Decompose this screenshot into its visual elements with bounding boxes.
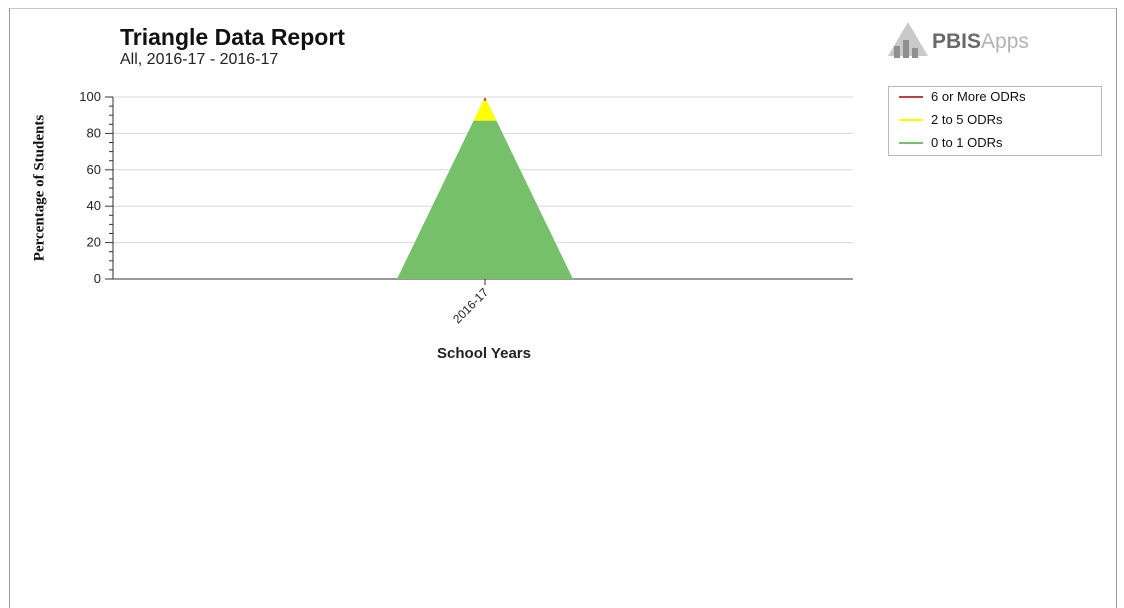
y-tick-label: 20: [87, 235, 101, 250]
x-tick-label: 2016-17: [450, 285, 491, 326]
x-axis-label: School Years: [437, 345, 531, 362]
triangle-segment-6-or-more-odrs: [483, 97, 487, 101]
y-tick-label: 0: [94, 271, 101, 286]
y-tick-label: 60: [87, 162, 101, 177]
legend-swatch: [899, 119, 923, 121]
legend-label: 0 to 1 ODRs: [931, 135, 1003, 150]
legend-label: 2 to 5 ODRs: [931, 112, 1003, 127]
y-tick-label: 100: [79, 89, 101, 104]
legend-label: 6 or More ODRs: [931, 89, 1026, 104]
triangle-segment-0-to-1-odrs: [397, 120, 573, 279]
triangle-segment-2-to-5-odrs: [473, 100, 497, 121]
legend-swatch: [899, 96, 923, 98]
logo-triangle-icon: [888, 22, 928, 58]
legend: 6 or More ODRs 2 to 5 ODRs 0 to 1 ODRs: [888, 86, 1102, 156]
legend-swatch: [899, 142, 923, 144]
pbisapps-logo: PBISApps: [886, 22, 1106, 62]
y-tick-label: 80: [87, 125, 101, 140]
y-tick-label: 40: [87, 198, 101, 213]
chart-title: Triangle Data Report: [120, 24, 345, 50]
chart-subtitle: All, 2016-17 - 2016-17: [120, 51, 279, 68]
report-frame: [9, 8, 1117, 608]
logo-wordmark: PBISApps: [932, 30, 1029, 53]
